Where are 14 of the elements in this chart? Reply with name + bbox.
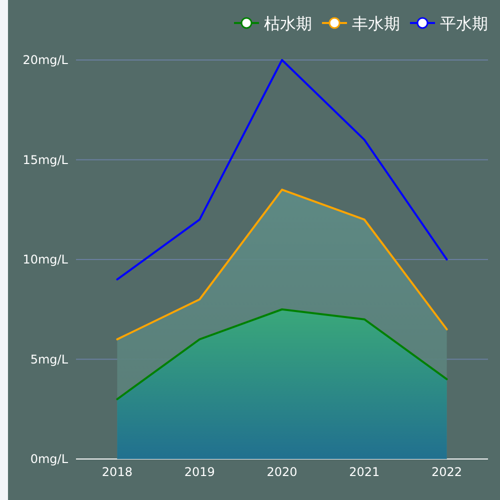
x-tick-label: 2021 bbox=[349, 465, 380, 479]
line-series bbox=[116, 59, 448, 280]
x-tick-label: 2020 bbox=[266, 465, 298, 479]
x-tick-label: 2019 bbox=[184, 465, 215, 479]
legend-label: 枯水期 bbox=[264, 14, 312, 33]
legend-label: 平水期 bbox=[440, 14, 488, 33]
y-tick-label: 20mg/L bbox=[22, 53, 68, 67]
legend-label: 丰水期 bbox=[352, 14, 400, 33]
y-tick-label: 0mg/L bbox=[30, 452, 68, 466]
y-tick-label: 10mg/L bbox=[22, 252, 68, 266]
y-tick-label: 5mg/L bbox=[30, 352, 68, 366]
x-tick-label: 2022 bbox=[432, 465, 462, 479]
y-tick-label: 15mg/L bbox=[22, 152, 68, 167]
x-tick-label: 2018 bbox=[102, 465, 132, 479]
